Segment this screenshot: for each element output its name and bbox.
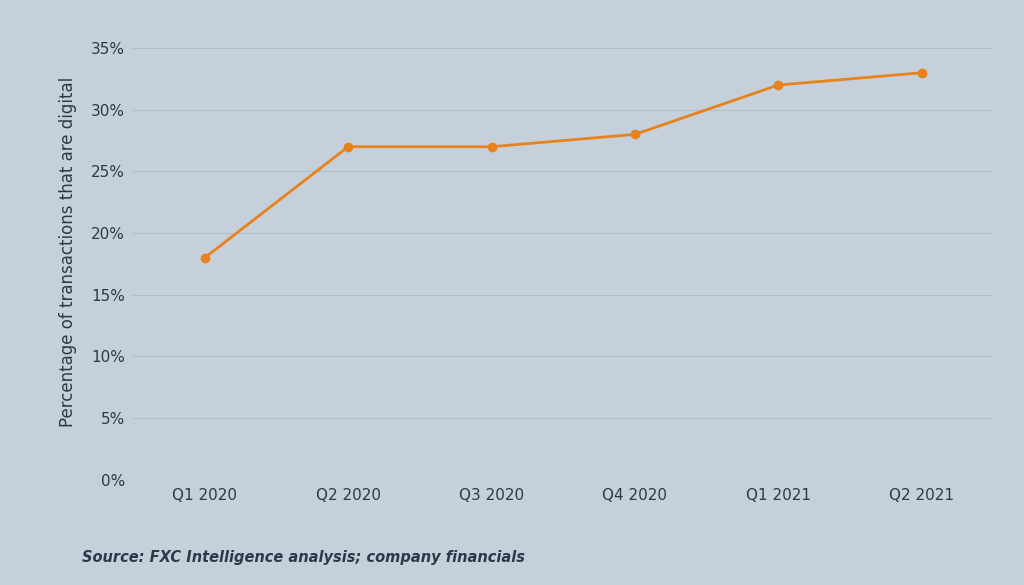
- Text: Source: FXC Intelligence analysis; company financials: Source: FXC Intelligence analysis; compa…: [82, 549, 525, 565]
- Y-axis label: Percentage of transactions that are digital: Percentage of transactions that are digi…: [59, 77, 77, 426]
